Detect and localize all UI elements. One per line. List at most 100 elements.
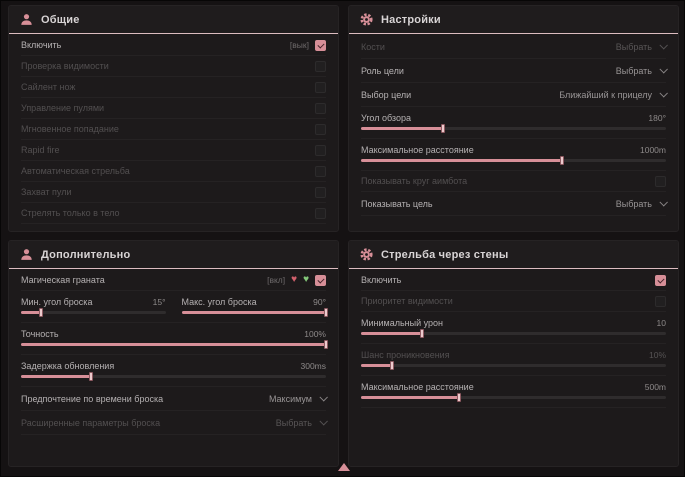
broken-heart-icon[interactable]: ♥: [291, 274, 298, 285]
slider[interactable]: [21, 339, 328, 349]
toggle-row[interactable]: Магическая граната [вкл] ♥ ♥: [21, 270, 326, 291]
slider-max-throw-angle: Макс. угол броска 90°: [181, 296, 328, 317]
checkbox[interactable]: [655, 175, 666, 187]
panel-general: Общие Включить [вык] Проверка видимости …: [8, 5, 339, 232]
slider-value: 10%: [648, 349, 666, 360]
dropdown-value: Выбрать: [615, 65, 652, 76]
slider-value: 500m: [644, 381, 666, 392]
toggle-row[interactable]: Показывать круг аимбота: [361, 171, 666, 192]
dropdown[interactable]: Выбрать: [615, 40, 668, 52]
slider[interactable]: [361, 155, 666, 165]
slider[interactable]: [181, 307, 328, 317]
slider-value: 180°: [648, 112, 666, 123]
option-label: Стрелять только в тело: [21, 208, 120, 218]
toggle-row[interactable]: Сайлент нож: [21, 77, 326, 98]
chevron-down-icon: [659, 64, 668, 74]
checkbox[interactable]: [315, 186, 326, 198]
slider-thumb[interactable]: [456, 392, 461, 402]
panel-settings-rows: Кости Выбрать Роль цели Выбрать Выбор це…: [349, 34, 678, 216]
option-label: Задержка обновления: [21, 360, 115, 371]
toggle-row[interactable]: Включить [вык]: [21, 35, 326, 56]
slider[interactable]: [21, 371, 326, 381]
slider-thumb[interactable]: [324, 339, 328, 349]
option-label: Предпочтение по времени броска: [21, 393, 164, 404]
up-arrow-icon[interactable]: [338, 463, 350, 471]
gear-icon: [360, 248, 373, 261]
slider-thumb[interactable]: [420, 328, 424, 338]
option-label: Показывать круг аимбота: [361, 176, 468, 186]
toggle-row[interactable]: Автоматическая стрельба: [21, 161, 326, 182]
slider-thumb[interactable]: [560, 155, 565, 165]
checkbox[interactable]: [315, 102, 326, 114]
option-label: Мгновенное попадание: [21, 124, 119, 134]
chevron-down-icon: [659, 40, 668, 50]
checkbox[interactable]: [655, 274, 666, 286]
checkbox[interactable]: [655, 295, 666, 307]
dropdown-value: Ближайший к прицелу: [559, 89, 652, 100]
checkbox[interactable]: [315, 144, 326, 156]
panel-general-header: Общие: [9, 6, 338, 34]
option-label: Приоритет видимости: [361, 296, 453, 306]
slider-thumb[interactable]: [441, 123, 446, 133]
toggle-row[interactable]: Проверка видимости: [21, 56, 326, 77]
panel-settings-header: Настройки: [349, 6, 678, 34]
slider-thumb[interactable]: [389, 360, 394, 370]
dropdown[interactable]: Выбрать: [275, 416, 328, 428]
toggle-row[interactable]: Захват пули: [21, 182, 326, 203]
toggle-row[interactable]: Rapid fire: [21, 140, 326, 161]
panel-title: Настройки: [381, 13, 441, 26]
checkbox[interactable]: [315, 165, 326, 177]
panel-general-rows: Включить [вык] Проверка видимости Сайлен…: [9, 34, 338, 224]
option-label: Выбор цели: [361, 89, 412, 100]
toggle-row[interactable]: Приоритет видимости: [361, 291, 666, 312]
dropdown[interactable]: Выбрать: [615, 64, 668, 76]
panel-additional-rows: Магическая граната [вкл] ♥ ♥ Мин. угол б…: [9, 269, 338, 435]
slider-thumb[interactable]: [324, 307, 328, 317]
slider[interactable]: [361, 123, 666, 133]
checkbox[interactable]: [315, 274, 326, 286]
toggle-row[interactable]: Стрелять только в тело: [21, 203, 326, 224]
option-label: Автоматическая стрельба: [21, 166, 130, 176]
dropdown-value: Выбрать: [615, 41, 652, 52]
slider[interactable]: [361, 392, 666, 402]
checkbox[interactable]: [315, 207, 326, 219]
option-label: Rapid fire: [21, 145, 60, 155]
slider-thumb[interactable]: [39, 307, 44, 317]
select-row: Выбор цели Ближайший к прицелу: [361, 83, 668, 107]
option-label: Роль цели: [361, 65, 404, 76]
toggle-row[interactable]: Управление пулями: [21, 98, 326, 119]
select-row: Кости Выбрать: [361, 35, 668, 59]
checkbox[interactable]: [315, 39, 326, 51]
dropdown[interactable]: Максимум: [269, 392, 328, 404]
dropdown[interactable]: Ближайший к прицелу: [559, 88, 668, 100]
option-label: Включить: [21, 40, 62, 50]
slider[interactable]: [361, 360, 666, 370]
checkbox[interactable]: [315, 123, 326, 135]
panel-title: Стрельба через стены: [381, 248, 509, 261]
select-row: Показывать цель Выбрать: [361, 192, 668, 216]
person-icon: [20, 13, 33, 26]
slider-value: 15°: [152, 296, 166, 307]
checkbox[interactable]: [315, 81, 326, 93]
checkbox[interactable]: [315, 60, 326, 72]
slider-value: 90°: [313, 296, 326, 307]
chevron-down-icon: [659, 88, 668, 98]
chevron-down-icon: [659, 197, 668, 207]
hotkey-label: [вык]: [289, 40, 309, 50]
option-label: Расширенные параметры броска: [21, 417, 161, 428]
option-label: Показывать цель: [361, 198, 433, 209]
slider[interactable]: [361, 328, 666, 338]
green-heart-icon[interactable]: ♥: [303, 274, 309, 285]
toggle-row[interactable]: Мгновенное попадание: [21, 119, 326, 140]
option-label: Магическая граната: [21, 275, 105, 285]
toggle-row[interactable]: Включить: [361, 270, 666, 291]
slider[interactable]: [21, 307, 166, 317]
panel-wallbang-header: Стрельба через стены: [349, 241, 678, 269]
hotkey-label: [вкл]: [267, 275, 286, 285]
slider-thumb[interactable]: [89, 371, 94, 381]
option-label: Точность: [21, 328, 59, 339]
dropdown[interactable]: Выбрать: [616, 197, 668, 209]
option-label: Шанс проникновения: [361, 349, 450, 360]
dropdown-value: Выбрать: [275, 417, 312, 428]
